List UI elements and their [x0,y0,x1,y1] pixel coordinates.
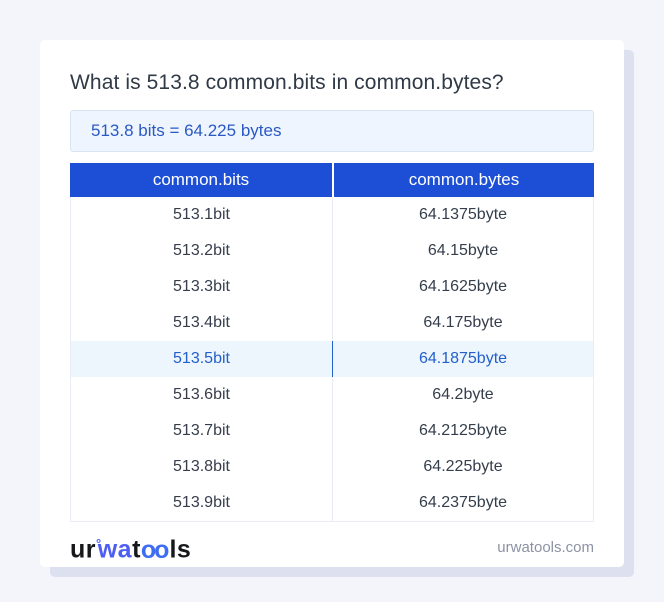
cell-bits[interactable]: 513.1bit [173,206,230,223]
table-row[interactable]: 513.6bit 64.2byte [71,377,593,413]
cell-bytes[interactable]: 64.1625byte [332,269,593,305]
logo-text-t: t [132,535,141,564]
cell-bits[interactable]: 513.5bit [173,350,230,367]
logo-text-wa: wa [97,535,133,564]
table-row[interactable]: 513.9bit 64.2375byte [71,485,593,521]
table-row[interactable]: 513.7bit 64.2125byte [71,413,593,449]
table-row[interactable]: 513.8bit 64.225byte [71,449,593,485]
cell-bits[interactable]: 513.6bit [173,386,230,403]
cell-bytes[interactable]: 64.175byte [332,305,593,341]
cell-bytes[interactable]: 64.2byte [332,377,593,413]
cell-bits[interactable]: 513.8bit [173,458,230,475]
table-row[interactable]: 513.5bit 64.1875byte [71,341,593,377]
cell-bits[interactable]: 513.9bit [173,494,230,511]
cell-bytes[interactable]: 64.15byte [332,233,593,269]
cell-bits[interactable]: 513.4bit [173,314,230,331]
table-header-row: common.bits common.bytes [70,163,594,197]
page-title: What is 513.8 common.bits in common.byte… [70,71,504,94]
column-header-bits: common.bits [152,170,250,189]
site-domain: urwatools.com [497,538,594,556]
conversion-result-box: 513.8 bits = 64.225 bytes [70,110,594,152]
logo-text-ls: ls [169,535,192,564]
urwatools-logo[interactable]: ur°watools [70,530,192,564]
table-row[interactable]: 513.2bit 64.15byte [71,233,593,269]
table-row[interactable]: 513.4bit 64.175byte [71,305,593,341]
cell-bytes[interactable]: 64.1375byte [332,197,593,233]
card-footer: ur°watools urwatools.com [70,530,594,564]
table-row[interactable]: 513.1bit 64.1375byte [71,197,593,233]
converter-card: What is 513.8 common.bits in common.byte… [40,40,624,567]
cell-bytes[interactable]: 64.2375byte [332,485,593,521]
logo-text-ur: ur [70,535,96,564]
cell-bytes[interactable]: 64.1875byte [332,341,593,377]
cell-bytes[interactable]: 64.2125byte [332,413,593,449]
table-row[interactable]: 513.3bit 64.1625byte [71,269,593,305]
logo-ring-icon: ° [96,536,102,552]
conversion-table: common.bits common.bytes 513.1bit 64.137… [70,163,594,522]
cell-bits[interactable]: 513.7bit [173,422,230,439]
logo-rings-oo-icon: oo [140,535,170,564]
conversion-result-text: 513.8 bits = 64.225 bytes [91,121,282,140]
cell-bytes[interactable]: 64.225byte [332,449,593,485]
column-header-bytes: common.bytes [332,163,594,197]
cell-bits[interactable]: 513.3bit [173,278,230,295]
cell-bits[interactable]: 513.2bit [173,242,230,259]
table-body: 513.1bit 64.1375byte 513.2bit 64.15byte … [70,197,594,522]
